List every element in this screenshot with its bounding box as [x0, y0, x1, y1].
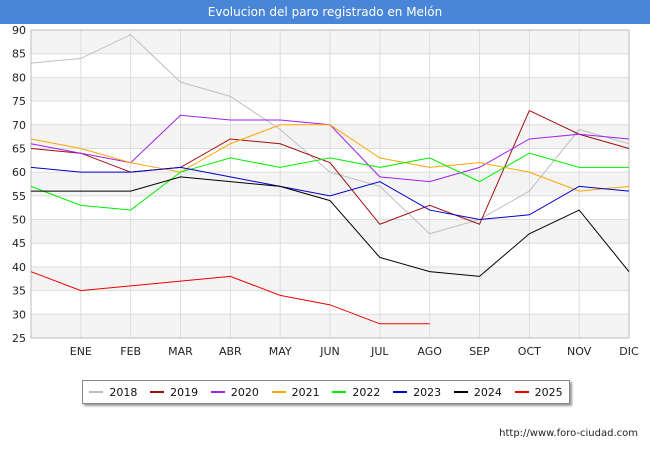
legend-label: 2019	[170, 385, 199, 399]
x-tick-label: ABR	[219, 345, 242, 358]
x-tick-label: MAY	[269, 345, 292, 358]
legend-swatch	[150, 391, 165, 393]
x-tick-label: AGO	[417, 345, 442, 358]
series-line-2023	[30, 166, 630, 221]
chart-title: Evolucion del paro registrado en Melón	[0, 0, 650, 24]
x-tick-label: NOV	[567, 345, 592, 358]
x-tick-label: OCT	[518, 345, 541, 358]
y-tick-label: 45	[12, 237, 26, 250]
legend-label: 2018	[109, 385, 138, 399]
x-tick-label: FEB	[120, 345, 141, 358]
legend-item-2019: 2019	[150, 386, 198, 399]
legend-label: 2024	[473, 385, 502, 399]
legend-item-2025: 2025	[514, 385, 563, 399]
y-tick-label: 70	[12, 119, 26, 132]
series-line-2022	[30, 152, 629, 211]
y-tick-label: 90	[12, 24, 26, 37]
y-tick-label: 85	[12, 48, 26, 61]
legend-swatch	[89, 391, 104, 393]
source-url: http://www.foro-ciudad.com	[499, 428, 638, 439]
y-tick-label: 25	[12, 332, 26, 345]
x-tick-label: ENE	[70, 345, 92, 358]
y-tick-label: 65	[12, 142, 26, 155]
legend-item-2023: 2023	[393, 386, 441, 399]
legend-label: 2022	[352, 385, 381, 399]
series-line-2018	[30, 34, 630, 235]
legend-swatch	[514, 391, 529, 393]
legend-label: 2025	[534, 385, 563, 399]
legend-label: 2020	[230, 385, 259, 399]
legend-swatch	[393, 391, 408, 393]
y-tick-label: 55	[12, 190, 26, 203]
legend-item-2022: 2022	[332, 386, 380, 399]
legend-item-2021: 2021	[271, 385, 320, 399]
x-tick-label: SEP	[469, 345, 490, 358]
series-line-2024	[31, 176, 630, 277]
y-tick-label: 75	[12, 95, 26, 108]
legend-swatch	[453, 391, 468, 393]
x-tick-label: MAR	[168, 345, 193, 358]
plot-frame	[30, 29, 630, 339]
x-tick-label: DIC	[619, 345, 639, 358]
y-tick-label: 30	[12, 308, 26, 321]
series-line-2021	[30, 124, 630, 192]
x-tick-label: JUL	[370, 345, 389, 358]
chart-legend: 2018 2019 2020 2021 2022 2023 2024 2025	[82, 380, 570, 404]
legend-label: 2023	[413, 385, 442, 399]
legend-swatch	[271, 391, 286, 393]
y-tick-label: 60	[12, 166, 26, 179]
y-tick-label: 40	[12, 261, 26, 274]
legend-item-2018: 2018	[89, 386, 137, 399]
legend-item-2020: 2020	[210, 385, 259, 399]
legend-swatch	[210, 391, 225, 393]
legend-item-2024: 2024	[453, 385, 502, 399]
y-tick-label: 50	[12, 214, 26, 227]
series-line-2025	[30, 271, 430, 325]
legend-label: 2021	[291, 385, 320, 399]
x-tick-label: JUN	[319, 345, 340, 358]
legend-swatch	[332, 391, 347, 393]
y-tick-label: 35	[12, 285, 26, 298]
y-tick-label: 80	[12, 71, 26, 84]
